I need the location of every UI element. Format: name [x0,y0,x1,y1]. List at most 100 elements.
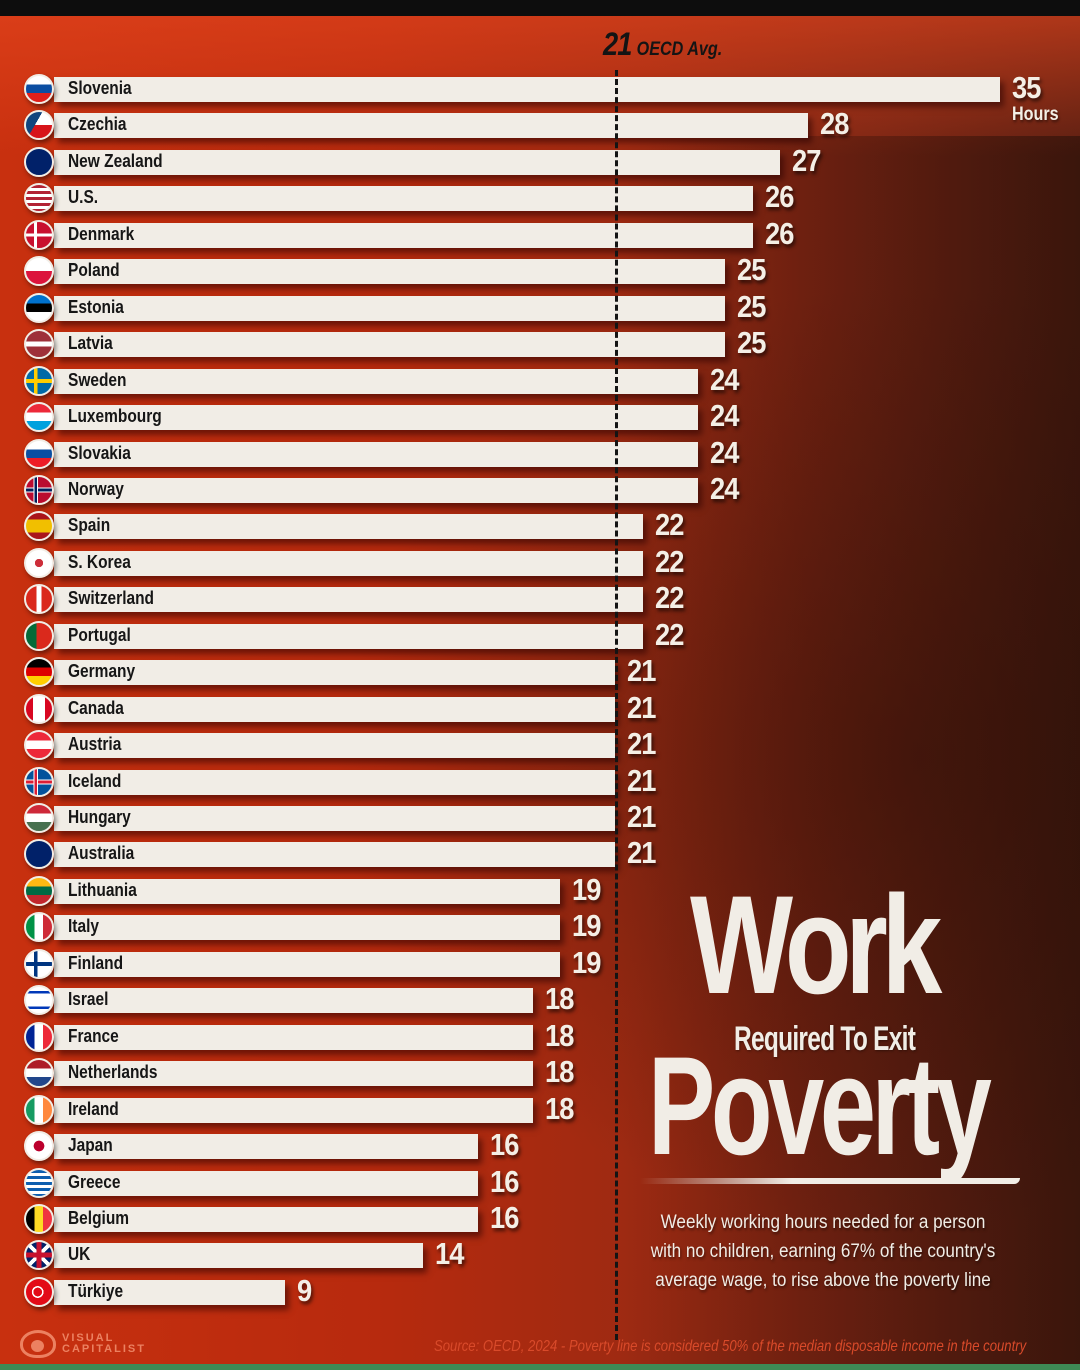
value-label: 25 [737,325,766,361]
flag-icon [24,219,54,250]
value-label: 25 [737,252,766,288]
flag-icon [24,365,54,396]
flag-icon [24,839,54,870]
value-label: 21 [627,835,656,871]
value-label: 24 [709,398,739,434]
country-label: France [68,1025,119,1046]
value-label: 21 [627,762,656,798]
bar [54,1170,478,1196]
top-bar [0,0,1080,16]
bar [54,988,533,1014]
bar [54,842,615,868]
bar [54,587,643,613]
value-label: 18 [544,1090,574,1126]
bar [54,623,643,649]
country-label: Ireland [68,1098,119,1119]
bar [54,1024,533,1050]
value-label: 22 [654,543,684,579]
oecd-average-text: OECD Avg. [636,39,723,60]
description-line: average wage, to rise above the poverty … [655,1270,991,1291]
value-label: 19 [572,944,601,980]
country-label: Türkiye [68,1280,124,1301]
flag-icon [24,657,54,688]
flag-icon [24,110,54,141]
country-label: Slovakia [68,442,131,463]
flag-icon [24,875,54,906]
flag-icon [24,1167,54,1198]
value-label: 35 [1012,70,1041,105]
value-label: 16 [489,1163,519,1199]
bar [54,514,643,540]
flag-icon [24,438,54,469]
value-label: 21 [627,689,656,725]
description: Weekly working hours needed for a person… [628,1208,1018,1295]
bar [54,149,780,175]
bar [54,550,643,576]
value-label: 18 [544,1017,574,1053]
flag-icon [24,912,54,943]
value-label: 22 [654,580,684,616]
description-line: Weekly working hours needed for a person [660,1212,986,1233]
bar [54,769,615,795]
flag-icon [24,1276,54,1307]
value-label: 16 [489,1199,519,1235]
value-label: 21 [627,799,656,834]
flag-icon [24,256,54,287]
flag-icon [24,183,54,214]
country-label: Canada [68,697,124,718]
bar [54,477,698,503]
unit-label: Hours [1012,104,1059,125]
country-label: UK [68,1244,91,1265]
flag-icon [24,1058,54,1089]
flag-icon [24,1203,54,1234]
country-label: U.S. [68,187,99,208]
value-label: 22 [654,507,684,543]
country-label: Estonia [68,296,124,317]
bar [54,951,560,977]
flag-icon [24,511,54,542]
flag-icon [24,1131,54,1162]
bar [54,915,560,941]
logo-text: VISUAL CAPITALIST [62,1332,146,1355]
bar [54,1206,478,1232]
flag-icon [24,730,54,761]
title-poverty: Poverty [648,1027,992,1184]
flag-icon [24,1094,54,1125]
country-label: Netherlands [68,1062,158,1083]
flag-icon [24,1021,54,1052]
flag-icon [24,584,54,615]
value-label: 18 [544,981,574,1017]
bar [54,1061,533,1087]
value-label: 21 [627,726,656,762]
bar [54,878,560,904]
country-label: Portugal [68,624,131,645]
bar [54,1134,478,1160]
country-label: Greece [68,1171,121,1192]
value-label: 24 [709,361,739,397]
country-label: Australia [68,843,135,864]
bar [54,1097,533,1123]
country-label: Austria [68,734,122,755]
value-label: 16 [489,1127,519,1163]
bar [54,405,698,431]
title-underline [640,1178,1020,1184]
value-label: 24 [709,434,739,470]
value-label: 26 [764,179,794,215]
title-work: Work [690,866,942,1023]
country-label: Czechia [68,114,127,135]
country-label: S. Korea [68,551,131,572]
value-label: 25 [737,288,766,324]
country-label: Denmark [68,223,135,244]
flag-icon [24,146,54,177]
oecd-average-value: 21 [603,26,632,62]
country-label: Belgium [68,1207,130,1228]
bar [54,1279,285,1305]
flag-icon [24,766,54,797]
value-label: 9 [297,1272,312,1308]
country-label: Latvia [68,333,113,354]
bar [54,806,615,831]
country-label: Poland [68,260,120,281]
bar [54,368,698,394]
bar [54,733,615,759]
value-label: 24 [709,470,739,506]
